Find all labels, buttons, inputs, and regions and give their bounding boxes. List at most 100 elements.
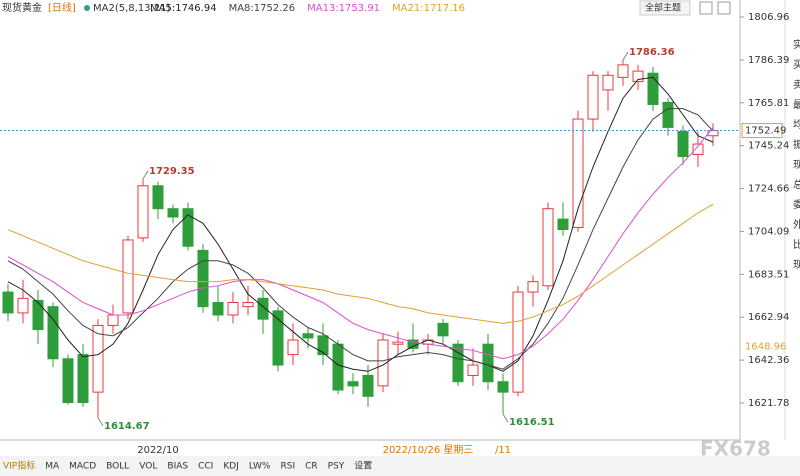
candle-body [227, 301, 239, 316]
candle-body [332, 343, 344, 391]
candle-body [122, 239, 134, 314]
side-label: 现 [793, 159, 800, 171]
candle-body [242, 301, 254, 308]
tab[interactable]: LW% [249, 462, 271, 472]
legend-entry: MA13:1753.91 [307, 3, 380, 14]
candle-body [587, 74, 599, 120]
candle-body [377, 339, 389, 387]
x-tick-label: 2022/10/26 星期三 [383, 444, 474, 456]
tab[interactable]: RSI [280, 462, 295, 472]
y-tick-label: 1765.81 [748, 98, 789, 109]
candle-body [2, 291, 14, 314]
candle-body [212, 301, 224, 316]
icon[interactable] [717, 1, 731, 15]
y-tick-label: 1724.66 [748, 184, 789, 195]
candle-body [362, 374, 374, 397]
side-label: 实 [793, 38, 800, 51]
candle-body [287, 339, 299, 356]
period: [日线] [48, 1, 76, 14]
tab-bar [0, 456, 800, 476]
tab[interactable]: CCI [198, 462, 213, 472]
candle-body [542, 208, 554, 287]
marker-price: 1648.96 [745, 341, 786, 352]
annotation-leader [622, 51, 629, 61]
x-tick-label: /11 [495, 445, 511, 456]
theme-menu-label[interactable]: 全部主题 [645, 2, 681, 14]
legend-entry: MA8:1752.26 [229, 3, 296, 14]
candle-body [557, 218, 569, 231]
candle-body [167, 208, 179, 218]
side-label: 总 [793, 178, 800, 191]
candle-body [662, 101, 674, 128]
candle-body [677, 131, 689, 158]
candle-body [512, 291, 524, 393]
tab[interactable]: KDJ [223, 462, 239, 472]
candle-body [152, 185, 164, 210]
candle-body [452, 343, 464, 383]
candle-body [467, 364, 479, 376]
tab[interactable]: PSY [328, 462, 345, 472]
candle-body [347, 381, 359, 387]
annotation: 1729.35 [149, 166, 195, 177]
candle-body [572, 118, 584, 228]
candle-body [617, 64, 629, 78]
annotation: 1786.36 [629, 47, 675, 58]
side-label: 外 [793, 219, 800, 231]
candle-body [47, 306, 59, 360]
tab[interactable]: VOL [139, 462, 157, 472]
candle-body [77, 354, 89, 404]
tab[interactable]: MACD [69, 462, 96, 472]
legend-entry: MA21:1717.16 [392, 3, 465, 14]
candle-body [107, 314, 119, 326]
annotation-leader [502, 413, 509, 423]
tab[interactable]: BIAS [167, 462, 188, 472]
indicator-dot [84, 5, 90, 11]
annotation: 1614.67 [104, 421, 150, 432]
y-tick-label: 1642.36 [748, 355, 789, 366]
theme-menu[interactable] [639, 0, 691, 16]
side-label: 比 [793, 239, 800, 251]
y-tick-label: 1683.51 [748, 269, 789, 280]
chart-title: 现货黄金 [2, 1, 42, 14]
y-tick-label: 1786.39 [748, 55, 789, 66]
candle-body [497, 381, 509, 393]
annotation-leader [97, 417, 104, 427]
tab[interactable]: VIP指标 [3, 460, 35, 472]
ma-line [7, 203, 714, 324]
side-label: 卖 [793, 79, 800, 91]
tab[interactable]: BOLL [106, 462, 129, 472]
tab[interactable]: MA [45, 462, 60, 472]
tab[interactable]: 设置 [354, 461, 372, 472]
candle-body [182, 208, 194, 247]
y-tick-label: 1662.94 [748, 312, 789, 323]
ma-line [7, 76, 714, 372]
candle-body [197, 249, 209, 308]
candle-body [632, 70, 644, 83]
y-tick-label: 1704.09 [748, 226, 789, 237]
candle-body [317, 335, 329, 356]
side-label: 均 [793, 119, 800, 131]
y-tick-label: 1621.78 [748, 398, 789, 409]
indicator: MA2(5,8,13,21) [93, 3, 170, 14]
candle-body [257, 297, 269, 320]
candle-body [272, 310, 284, 366]
y-tick-label: 1806.96 [748, 12, 789, 23]
candle-body [647, 72, 659, 105]
candle-body [92, 324, 104, 393]
tab[interactable]: CR [305, 462, 318, 472]
last-price-box [741, 123, 783, 139]
side-label: 委 [793, 198, 800, 211]
icon[interactable] [699, 1, 713, 15]
candle-body [32, 299, 44, 331]
legend-entry: MA5:1746.94 [150, 3, 217, 14]
candle-body [527, 281, 539, 293]
candle-body [602, 74, 614, 91]
candle-body [302, 333, 314, 339]
last-price-label: 1752.49 [745, 126, 786, 137]
candle-body [62, 358, 74, 404]
x-tick-label: 2022/10 [137, 445, 179, 456]
candle-body [437, 322, 449, 337]
candle-body [692, 143, 704, 155]
